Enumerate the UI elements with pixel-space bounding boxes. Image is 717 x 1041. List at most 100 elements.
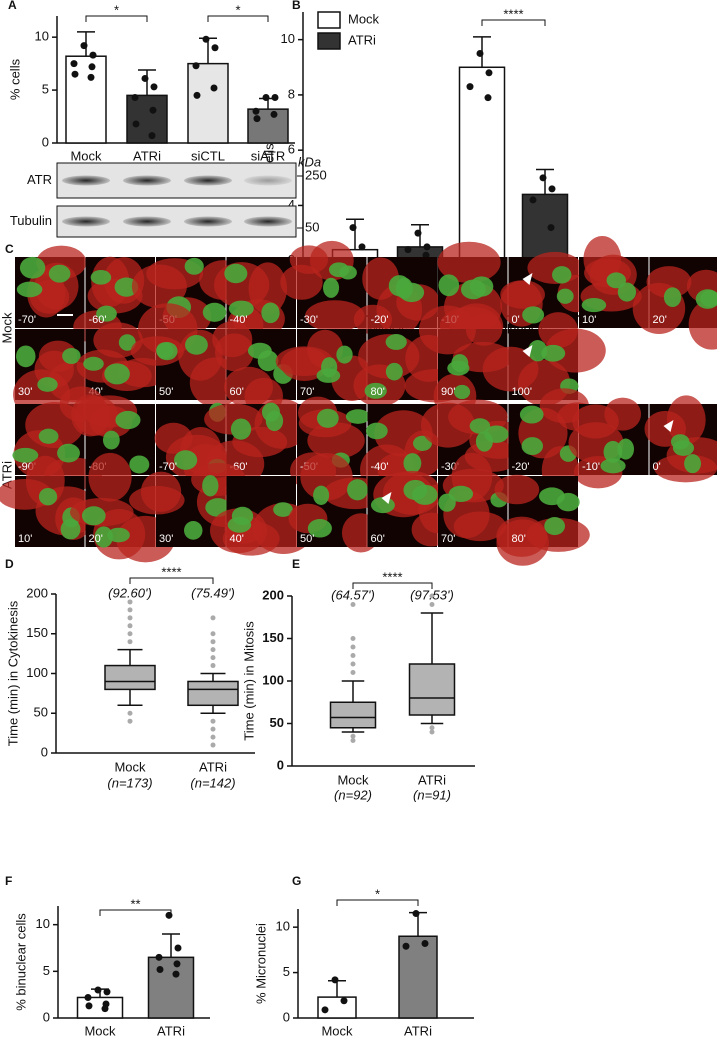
y-tick-label: 0 bbox=[42, 134, 49, 149]
outlier bbox=[350, 670, 356, 675]
y-axis-label: % binuclear cells bbox=[13, 913, 28, 1011]
outlier bbox=[127, 718, 133, 724]
cell-membrane bbox=[604, 397, 642, 431]
nucleus bbox=[102, 430, 120, 450]
data-point bbox=[101, 1005, 109, 1013]
bar bbox=[187, 62, 229, 144]
cell-membrane bbox=[646, 266, 692, 298]
data-point bbox=[174, 944, 182, 952]
data-point bbox=[149, 106, 157, 114]
nucleus bbox=[385, 334, 407, 350]
nucleus bbox=[521, 437, 544, 456]
significance-label: ** bbox=[130, 896, 140, 911]
timelapse-frame: -20' bbox=[353, 257, 440, 335]
data-point bbox=[484, 94, 492, 102]
y-axis-label: Time (min) in Cytokinesis bbox=[5, 600, 20, 746]
y-tick-label: 150 bbox=[262, 630, 284, 645]
nucleus bbox=[38, 428, 59, 444]
nucleus bbox=[37, 377, 58, 392]
n-label: (n=91) bbox=[413, 787, 451, 802]
timelapse-frame: 10' bbox=[579, 236, 649, 328]
nucleus bbox=[273, 502, 293, 517]
nucleus bbox=[556, 288, 574, 304]
nucleus bbox=[83, 356, 104, 371]
bar bbox=[247, 108, 289, 144]
cell-membrane bbox=[526, 517, 590, 552]
y-tick-label: 150 bbox=[26, 625, 48, 640]
y-tick-label: 200 bbox=[262, 587, 284, 602]
nucleus bbox=[16, 345, 36, 368]
x-tick-label: ATRi bbox=[404, 1023, 432, 1038]
y-tick-label: 0 bbox=[43, 1009, 50, 1024]
nucleus bbox=[603, 440, 623, 463]
nucleus bbox=[62, 347, 81, 364]
cell-membrane bbox=[215, 333, 254, 372]
data-point bbox=[85, 1002, 93, 1010]
data-point bbox=[421, 940, 429, 948]
outlier bbox=[429, 602, 435, 607]
nucleus bbox=[316, 368, 341, 383]
nucleus bbox=[48, 264, 71, 283]
significance-bracket bbox=[207, 15, 269, 22]
bar bbox=[398, 935, 438, 1019]
nucleus bbox=[16, 281, 43, 298]
data-point bbox=[252, 107, 260, 115]
outlier bbox=[210, 734, 216, 740]
time-label: 80' bbox=[371, 386, 385, 398]
nucleus bbox=[156, 341, 178, 361]
bar bbox=[65, 55, 107, 144]
outlier bbox=[127, 599, 133, 605]
blot-row-label: ATR bbox=[27, 172, 52, 187]
time-label: 50' bbox=[300, 533, 314, 545]
nucleus bbox=[328, 262, 350, 278]
x-tick-label: Mock bbox=[321, 1023, 353, 1038]
data-point bbox=[331, 976, 339, 984]
data-point bbox=[262, 93, 270, 101]
significance-bracket bbox=[481, 19, 546, 26]
timelapse-frame: 80' bbox=[494, 474, 590, 566]
time-label: 30' bbox=[18, 386, 32, 398]
time-label: 60' bbox=[371, 533, 385, 545]
time-label: -30' bbox=[300, 314, 318, 326]
time-label: 0' bbox=[512, 314, 520, 326]
mean-label: (97.53') bbox=[410, 587, 454, 602]
outlier bbox=[210, 655, 216, 661]
time-label: -60' bbox=[89, 314, 107, 326]
nucleus bbox=[173, 450, 198, 470]
y-axis-label: % cells bbox=[7, 58, 22, 100]
legend-swatch bbox=[317, 32, 341, 50]
panel-label: F bbox=[5, 874, 12, 888]
blot-band bbox=[244, 175, 292, 186]
n-label: (n=92) bbox=[334, 787, 372, 802]
y-tick-label: 0 bbox=[277, 757, 284, 772]
y-tick-label: 0 bbox=[41, 744, 48, 759]
nucleus bbox=[600, 458, 626, 474]
data-point bbox=[422, 251, 430, 259]
data-point bbox=[529, 196, 537, 204]
box bbox=[187, 680, 239, 707]
significance-bracket bbox=[85, 15, 148, 22]
nucleus bbox=[307, 519, 332, 538]
nucleus bbox=[12, 447, 39, 463]
outlier bbox=[350, 636, 356, 641]
nucleus bbox=[556, 492, 580, 512]
outlier bbox=[350, 661, 356, 667]
nucleus bbox=[453, 384, 471, 400]
nucleus bbox=[224, 263, 248, 284]
panel-label: B bbox=[292, 0, 301, 12]
timelapse-frame: -30' bbox=[280, 240, 367, 332]
nucleus bbox=[385, 362, 403, 381]
nucleus bbox=[581, 297, 607, 313]
nucleus bbox=[364, 382, 387, 399]
data-point bbox=[94, 986, 102, 994]
data-point bbox=[321, 1006, 329, 1014]
nucleus bbox=[451, 354, 469, 373]
outlier bbox=[210, 718, 216, 724]
outlier bbox=[429, 729, 435, 735]
outlier bbox=[210, 726, 216, 732]
y-tick-label: 10 bbox=[36, 916, 50, 931]
arrowhead bbox=[381, 492, 392, 504]
outlier bbox=[127, 615, 133, 621]
data-point bbox=[539, 174, 547, 182]
